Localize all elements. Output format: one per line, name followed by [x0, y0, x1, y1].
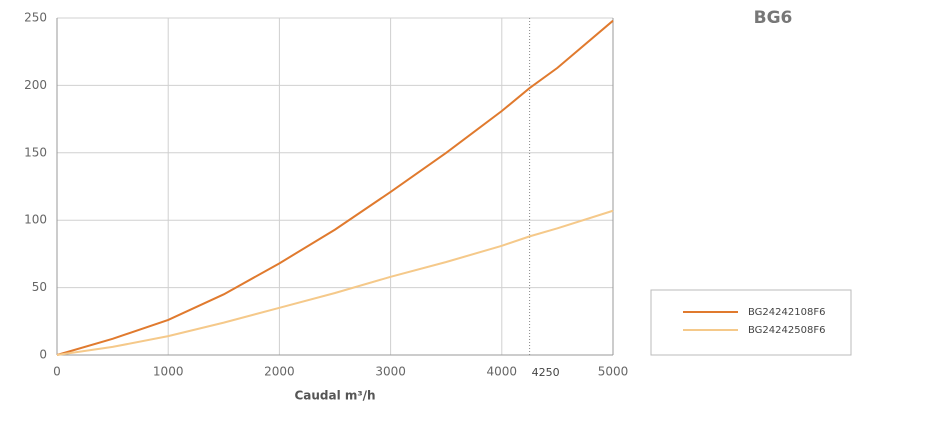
y-tick-label: 0 [39, 348, 47, 362]
y-tick-label: 50 [32, 280, 47, 294]
y-tick-label: 100 [24, 213, 47, 227]
x-tick-label: 2000 [264, 365, 295, 379]
y-tick-label: 250 [24, 11, 47, 25]
chart-title: BG6 [754, 8, 793, 28]
x-tick-label: 3000 [375, 365, 406, 379]
legend-box [650, 289, 852, 356]
line [56, 209, 614, 356]
reference-label: 4250 [532, 366, 560, 379]
x-axis-label: Caudal m³/h [294, 389, 375, 403]
legend-label: BG24242508F6 [748, 325, 825, 336]
x-tick-label: 1000 [153, 365, 184, 379]
y-tick-label: 200 [24, 78, 47, 92]
x-tick-label: 4000 [487, 365, 518, 379]
line [56, 19, 614, 356]
x-tick-label: 5000 [598, 365, 629, 379]
legend-label: BG24242108F6 [748, 307, 825, 318]
y-tick-label: 150 [24, 145, 47, 159]
x-tick-label: 0 [53, 365, 61, 379]
